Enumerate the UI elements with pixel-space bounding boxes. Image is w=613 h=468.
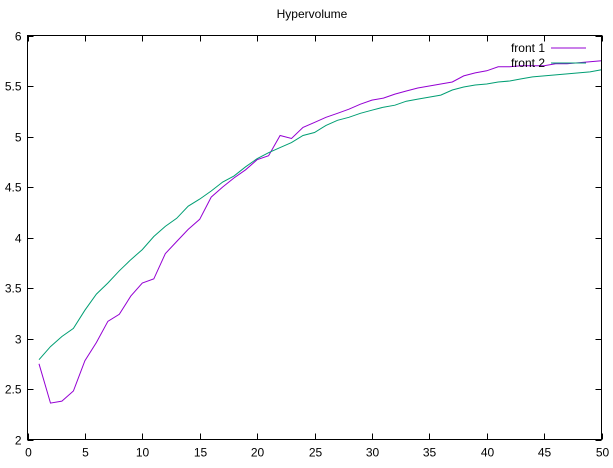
x-tick-label: 45 xyxy=(538,446,552,460)
legend-label: front 1 xyxy=(511,41,545,55)
y-tick-label: 4 xyxy=(15,232,22,246)
series-group xyxy=(38,60,602,404)
y-tick-label: 2 xyxy=(15,434,22,448)
series-line-1 xyxy=(38,60,602,404)
plot-frame xyxy=(27,35,602,440)
y-tick-label: 4.5 xyxy=(5,181,22,195)
x-tick-label: 5 xyxy=(82,446,89,460)
x-tick-label: 20 xyxy=(251,446,265,460)
x-tick-label: 40 xyxy=(481,446,495,460)
y-tick-label: 6 xyxy=(15,30,22,44)
x-tick-label: 30 xyxy=(366,446,380,460)
x-tick-label: 15 xyxy=(194,446,208,460)
x-tick-label: 35 xyxy=(423,446,437,460)
series-line-2 xyxy=(38,69,602,361)
y-tick-label: 5 xyxy=(15,131,22,145)
y-tick-label: 3 xyxy=(15,333,22,347)
y-tick-label: 3.5 xyxy=(5,282,22,296)
chart-title: Hypervolume xyxy=(277,7,348,21)
x-tick-label: 25 xyxy=(309,446,323,460)
x-tick-label: 10 xyxy=(136,446,150,460)
y-tick-label: 5.5 xyxy=(5,80,22,94)
x-tick-label: 50 xyxy=(596,446,610,460)
x-tick-label: 0 xyxy=(25,446,32,460)
axis-ticks: 0 5 10 15 20 25 30 35 40 45 50 2 2.5 3 3.5 4 4.5 5 5.5 6 xyxy=(5,30,610,460)
legend-label: front 2 xyxy=(511,56,545,70)
y-tick-label: 2.5 xyxy=(5,383,22,397)
